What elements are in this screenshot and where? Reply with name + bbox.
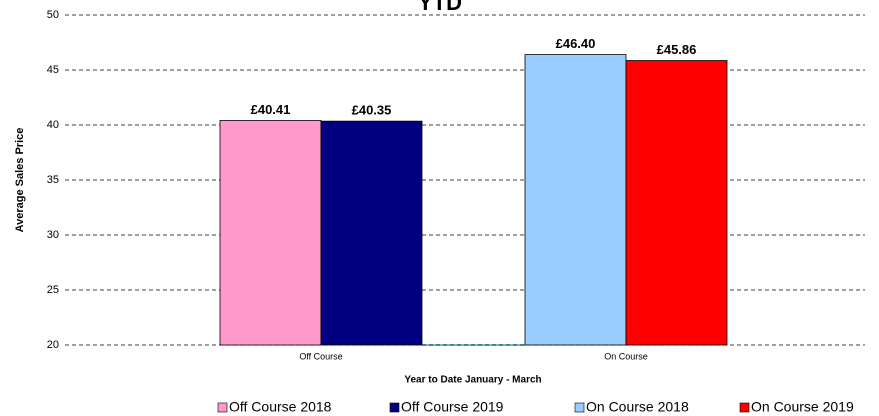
legend-swatch <box>389 402 400 413</box>
data-label: £45.86 <box>657 42 697 57</box>
legend-label: On Course 2018 <box>586 399 689 415</box>
legend-swatch <box>739 402 750 413</box>
x-axis-label: Year to Date January - March <box>404 375 541 386</box>
y-axis-label: Average Sales Price <box>14 128 26 233</box>
chart-title: YTD <box>418 0 462 15</box>
x-tick-label: On Course <box>604 351 648 361</box>
x-tick-label: Off Course <box>299 351 342 361</box>
data-label: £40.35 <box>352 103 392 118</box>
y-tick-label: 50 <box>47 9 59 21</box>
data-label: £46.40 <box>556 36 596 51</box>
y-tick-label: 25 <box>47 284 59 296</box>
legend-swatch <box>574 402 585 413</box>
bar <box>219 120 322 346</box>
bar <box>524 54 627 346</box>
y-tick-label: 30 <box>47 229 59 241</box>
legend-label: On Course 2019 <box>751 399 854 415</box>
bar <box>320 120 423 346</box>
bar <box>625 60 728 346</box>
y-tick-label: 20 <box>47 339 59 351</box>
data-label: £40.41 <box>251 102 291 117</box>
legend-label: Off Course 2018 <box>229 399 332 415</box>
y-tick-label: 35 <box>47 174 59 186</box>
y-tick-label: 45 <box>47 64 59 76</box>
legend-swatch <box>217 402 228 413</box>
y-tick-label: 40 <box>47 119 59 131</box>
legend-label: Off Course 2019 <box>401 399 504 415</box>
